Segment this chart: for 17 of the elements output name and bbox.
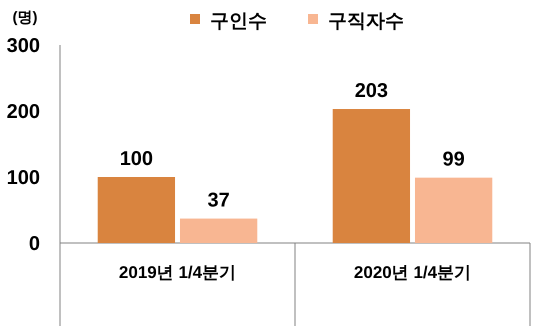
x-tick-label: 2019년 1/4분기 bbox=[118, 263, 236, 282]
legend-label: 구직자수 bbox=[328, 11, 404, 32]
y-axis-title: (명) bbox=[12, 9, 38, 26]
data-label: 37 bbox=[208, 190, 230, 212]
data-label: 203 bbox=[354, 80, 388, 102]
y-tick-label: 300 bbox=[6, 35, 40, 57]
bar bbox=[180, 218, 258, 243]
bar bbox=[98, 177, 176, 243]
y-tick-label: 0 bbox=[28, 233, 40, 255]
y-tick-label: 200 bbox=[6, 101, 40, 123]
data-label: 99 bbox=[442, 148, 465, 171]
data-label: 100 bbox=[120, 148, 154, 170]
bar bbox=[414, 178, 492, 243]
legend-label: 구인수 bbox=[210, 11, 267, 32]
x-tick-label: 2020년 1/4분기 bbox=[354, 263, 472, 282]
y-tick-label: 100 bbox=[6, 167, 40, 189]
bar bbox=[332, 109, 410, 243]
